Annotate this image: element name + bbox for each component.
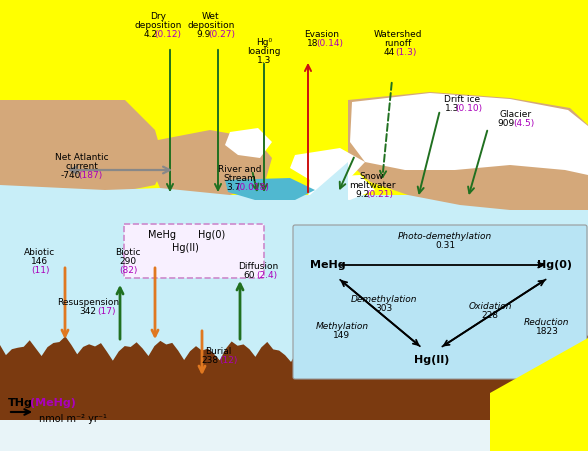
Text: 0.31: 0.31 — [435, 241, 455, 250]
Polygon shape — [290, 148, 365, 180]
Text: Diffusion: Diffusion — [238, 262, 278, 271]
Text: Abiotic: Abiotic — [24, 248, 56, 257]
Text: 342: 342 — [79, 307, 96, 316]
Text: 60: 60 — [243, 271, 255, 280]
Polygon shape — [0, 162, 348, 200]
Text: runoff: runoff — [385, 39, 412, 48]
Polygon shape — [225, 128, 272, 158]
Text: deposition: deposition — [188, 21, 235, 30]
Text: loading: loading — [247, 47, 280, 56]
Text: current: current — [66, 162, 98, 171]
Text: meltwater: meltwater — [349, 181, 395, 190]
Text: Glacier: Glacier — [500, 110, 532, 119]
Text: Burial: Burial — [205, 347, 231, 356]
Text: (17): (17) — [98, 307, 116, 316]
Text: Hg⁰: Hg⁰ — [256, 38, 272, 47]
Polygon shape — [150, 130, 272, 200]
Text: Hg(0): Hg(0) — [198, 230, 225, 240]
Text: (0.10): (0.10) — [456, 104, 483, 113]
Polygon shape — [0, 100, 165, 195]
Text: Hg(II): Hg(II) — [172, 243, 199, 253]
Text: MeHg: MeHg — [310, 260, 346, 270]
Text: -740: -740 — [61, 171, 81, 180]
Text: Demethylation: Demethylation — [351, 295, 417, 304]
Text: 909: 909 — [497, 119, 514, 128]
Text: MeHg: MeHg — [148, 230, 176, 240]
Text: 18: 18 — [308, 39, 319, 48]
Text: (11): (11) — [31, 266, 49, 275]
Text: 228: 228 — [482, 311, 499, 320]
Text: Oxidation: Oxidation — [468, 302, 512, 311]
Text: 149: 149 — [333, 331, 350, 340]
Text: (0.12): (0.12) — [155, 30, 182, 39]
Text: Resuspension: Resuspension — [57, 298, 119, 307]
Text: Net Atlantic: Net Atlantic — [55, 153, 109, 162]
Text: 44: 44 — [383, 48, 395, 57]
Text: Watershed: Watershed — [374, 30, 422, 39]
FancyBboxPatch shape — [124, 224, 264, 278]
Text: Hg(0): Hg(0) — [537, 260, 573, 270]
Text: 290: 290 — [119, 257, 136, 266]
Polygon shape — [225, 178, 315, 200]
Text: (12): (12) — [219, 356, 237, 365]
Text: Evasion: Evasion — [305, 30, 339, 39]
Text: 1.3: 1.3 — [257, 56, 271, 65]
Text: (0.27): (0.27) — [209, 30, 236, 39]
Text: 1823: 1823 — [536, 327, 559, 336]
Polygon shape — [350, 93, 588, 175]
Text: 1.3: 1.3 — [445, 104, 459, 113]
Text: Dry: Dry — [150, 12, 166, 21]
Text: Hg(II): Hg(II) — [415, 355, 450, 365]
Text: 9.2: 9.2 — [355, 190, 369, 199]
Text: (0.018): (0.018) — [236, 183, 269, 192]
Polygon shape — [0, 334, 588, 420]
Text: 238: 238 — [202, 356, 219, 365]
Text: (82): (82) — [119, 266, 137, 275]
Text: Methylation: Methylation — [315, 322, 369, 331]
Text: (4.5): (4.5) — [513, 119, 534, 128]
Text: Biotic: Biotic — [115, 248, 141, 257]
Text: (MeHg): (MeHg) — [30, 398, 76, 408]
Text: (0.14): (0.14) — [316, 39, 343, 48]
Text: (0.21): (0.21) — [366, 190, 393, 199]
Text: deposition: deposition — [134, 21, 182, 30]
Text: 4.2: 4.2 — [144, 30, 158, 39]
Text: River and: River and — [218, 165, 262, 174]
Polygon shape — [0, 195, 588, 390]
Text: Drift ice: Drift ice — [444, 95, 480, 104]
Polygon shape — [308, 175, 375, 200]
Text: Snow: Snow — [360, 172, 384, 181]
Text: (1.3): (1.3) — [395, 48, 417, 57]
Text: (2.4): (2.4) — [256, 271, 278, 280]
Text: 9.9: 9.9 — [197, 30, 211, 39]
Polygon shape — [490, 338, 588, 451]
Text: THg: THg — [8, 398, 33, 408]
FancyBboxPatch shape — [293, 225, 587, 379]
Text: 303: 303 — [375, 304, 393, 313]
Text: Wet: Wet — [202, 12, 220, 21]
Text: 3.7: 3.7 — [226, 183, 240, 192]
Text: Reduction: Reduction — [524, 318, 570, 327]
Polygon shape — [348, 92, 588, 210]
Text: (187): (187) — [78, 171, 102, 180]
Text: Stream: Stream — [223, 174, 256, 183]
Text: 146: 146 — [31, 257, 49, 266]
Text: Photo-demethylation: Photo-demethylation — [398, 232, 492, 241]
Text: nmol m⁻² yr⁻¹: nmol m⁻² yr⁻¹ — [39, 414, 107, 424]
Polygon shape — [0, 390, 588, 451]
